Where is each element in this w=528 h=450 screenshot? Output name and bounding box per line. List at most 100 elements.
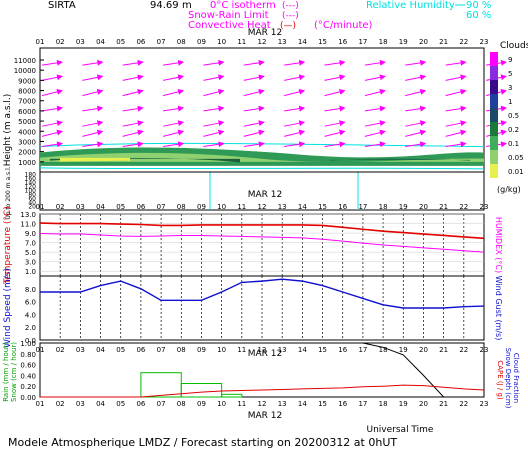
wind-arrow bbox=[364, 74, 386, 81]
station-altitude-unit: m bbox=[182, 0, 192, 11]
temp-series bbox=[39, 222, 485, 253]
top-hour-09: 09 bbox=[197, 38, 206, 46]
top-hour-02: 02 bbox=[56, 38, 65, 46]
low-hour-08: 08 bbox=[177, 346, 186, 354]
low-tick-120: 120 bbox=[25, 184, 37, 191]
precip-tick-0.2: 0.20 bbox=[20, 383, 36, 391]
mid-hour-05: 05 bbox=[116, 203, 125, 211]
wind-arrow bbox=[405, 59, 427, 66]
legend-convective-unit: (°C/minute) bbox=[314, 20, 373, 31]
wind-arrow bbox=[163, 141, 185, 148]
cloud-layer-right bbox=[330, 158, 470, 161]
colorbar-swatch-7 bbox=[490, 150, 498, 164]
wind-arrow bbox=[324, 120, 346, 127]
bottom-hour-01: 01 bbox=[36, 400, 45, 408]
series-cape bbox=[40, 384, 485, 398]
mid-hour-17: 17 bbox=[358, 203, 367, 211]
wind-arrow bbox=[82, 88, 104, 97]
top-hour-12: 12 bbox=[258, 38, 267, 46]
low-tick-60: 60 bbox=[28, 196, 36, 203]
series-cloud-fraction bbox=[40, 342, 484, 398]
wind-arrow bbox=[162, 129, 185, 137]
top-hour-04: 04 bbox=[96, 38, 105, 46]
wind-arrow bbox=[445, 105, 467, 112]
bottom-hour-12: 12 bbox=[258, 400, 267, 408]
legend-relative-humidity: Relative Humidity bbox=[366, 0, 455, 11]
top-hour-14: 14 bbox=[298, 38, 307, 46]
clouds-x-axis: 01 02 03 04 05 06 07 08 09 10 11 12 13 14 15 16 17 18 19 20… bbox=[36, 38, 489, 46]
precip-series bbox=[40, 342, 485, 398]
legend-convective: Convective Heat bbox=[188, 20, 271, 31]
top-hour-18: 18 bbox=[379, 38, 388, 46]
temp-x-axis: 01 02 03 04 05 06 07 08 09 10 11 12 13 14 15 16 17 18 19 20… bbox=[36, 203, 489, 211]
height-tick-9000: 9000 bbox=[18, 77, 36, 85]
wind-arrow bbox=[82, 74, 104, 81]
top-hour-03: 03 bbox=[76, 38, 85, 46]
low-tick-100: 100 bbox=[25, 188, 37, 195]
low-hour-05: 05 bbox=[116, 346, 125, 354]
wind-arrow bbox=[41, 129, 63, 137]
wind-arrow bbox=[122, 105, 144, 112]
legend-isotherm-mark: (---) bbox=[282, 1, 299, 11]
wind-arrow bbox=[82, 141, 104, 148]
wind-arrow bbox=[284, 141, 306, 148]
bottom-hour-17: 17 bbox=[358, 400, 367, 408]
low-hour-12: 12 bbox=[258, 346, 267, 354]
temp-ylabel: Temperature (°C) bbox=[3, 206, 13, 285]
wind-arrow bbox=[122, 120, 144, 127]
wind-arrow bbox=[364, 141, 386, 148]
colorbar-unit: (g/kg) bbox=[497, 185, 521, 194]
low-hour-07: 07 bbox=[157, 346, 166, 354]
rain-ylabel: Rain (mm / hour) bbox=[2, 342, 10, 402]
mid-hour-21: 21 bbox=[439, 203, 448, 211]
wind-tick-0: 0.0 bbox=[25, 337, 36, 345]
bottom-hour-20: 20 bbox=[419, 400, 428, 408]
legend-snow-rain-mark: (---) bbox=[282, 11, 299, 21]
height-tick-2000: 2000 bbox=[18, 149, 36, 157]
mid-hour-18: 18 bbox=[379, 203, 388, 211]
wind-arrow bbox=[203, 141, 225, 148]
wind-arrow bbox=[203, 105, 225, 112]
wind-arrow bbox=[122, 74, 144, 81]
precip-date-label: MAR 12 bbox=[248, 349, 283, 359]
precip-x-axis-top: 01 02 03 04 05 06 07 08 09 10 11 12 13 14 15 16 17 18 19 20… bbox=[36, 346, 489, 354]
wind-arrow bbox=[163, 105, 185, 112]
bottom-hour-18: 18 bbox=[379, 400, 388, 408]
wind-arrow bbox=[405, 105, 427, 112]
precip-tick-0: 0.00 bbox=[20, 394, 36, 402]
wind-arrow bbox=[41, 120, 63, 127]
colorbar-swatch-0 bbox=[490, 52, 498, 66]
wind-arrow bbox=[364, 120, 386, 127]
wind-arrow bbox=[364, 105, 386, 112]
top-hour-06: 06 bbox=[136, 38, 145, 46]
temp-tick-1: 1.0 bbox=[25, 268, 36, 276]
height-tick-8000: 8000 bbox=[18, 88, 36, 96]
wind-arrow bbox=[405, 129, 427, 137]
mid-hour-23: 23 bbox=[480, 203, 489, 211]
wind-arrow bbox=[324, 88, 346, 97]
low-hour-15: 15 bbox=[318, 346, 327, 354]
clouds-ylabel-low: Up to 200 m a.s.l. bbox=[5, 166, 12, 219]
bottom-hour-09: 09 bbox=[197, 400, 206, 408]
top-hour-01: 01 bbox=[36, 38, 45, 46]
bottom-hour-10: 10 bbox=[217, 400, 226, 408]
colorbar-swatch-4 bbox=[490, 108, 498, 122]
station-altitude: 94.69 bbox=[150, 0, 179, 11]
universal-time-label: Universal Time bbox=[367, 425, 434, 435]
wind-arrow bbox=[364, 59, 386, 66]
temp-tick-7: 7.0 bbox=[25, 240, 36, 248]
wind-arrow bbox=[284, 59, 306, 66]
wind-arrow bbox=[284, 88, 306, 97]
mid-hour-13: 13 bbox=[278, 203, 287, 211]
wind-y-axis: 0.0 2.0 4.0 6.0 8.0 bbox=[25, 286, 36, 345]
top-hour-05: 05 bbox=[116, 38, 125, 46]
low-hour-18: 18 bbox=[379, 346, 388, 354]
colorbar-swatch-3 bbox=[490, 94, 498, 108]
top-hour-23: 23 bbox=[480, 38, 489, 46]
wind-arrow bbox=[162, 88, 185, 97]
precip-x-axis: 01 02 03 04 05 06 07 08 09 10 11 12 13 14 15 16 17 18 19 20… bbox=[36, 400, 489, 408]
wind-panel: 0.0 2.0 4.0 6.0 8.0 Wind Speed (m/s) Wind Gu… bbox=[3, 268, 503, 348]
wind-gust-ylabel: Wind Gust (m/s) bbox=[494, 276, 503, 341]
low-tick-140: 140 bbox=[25, 180, 37, 187]
height-tick-1000: 1000 bbox=[18, 159, 36, 167]
